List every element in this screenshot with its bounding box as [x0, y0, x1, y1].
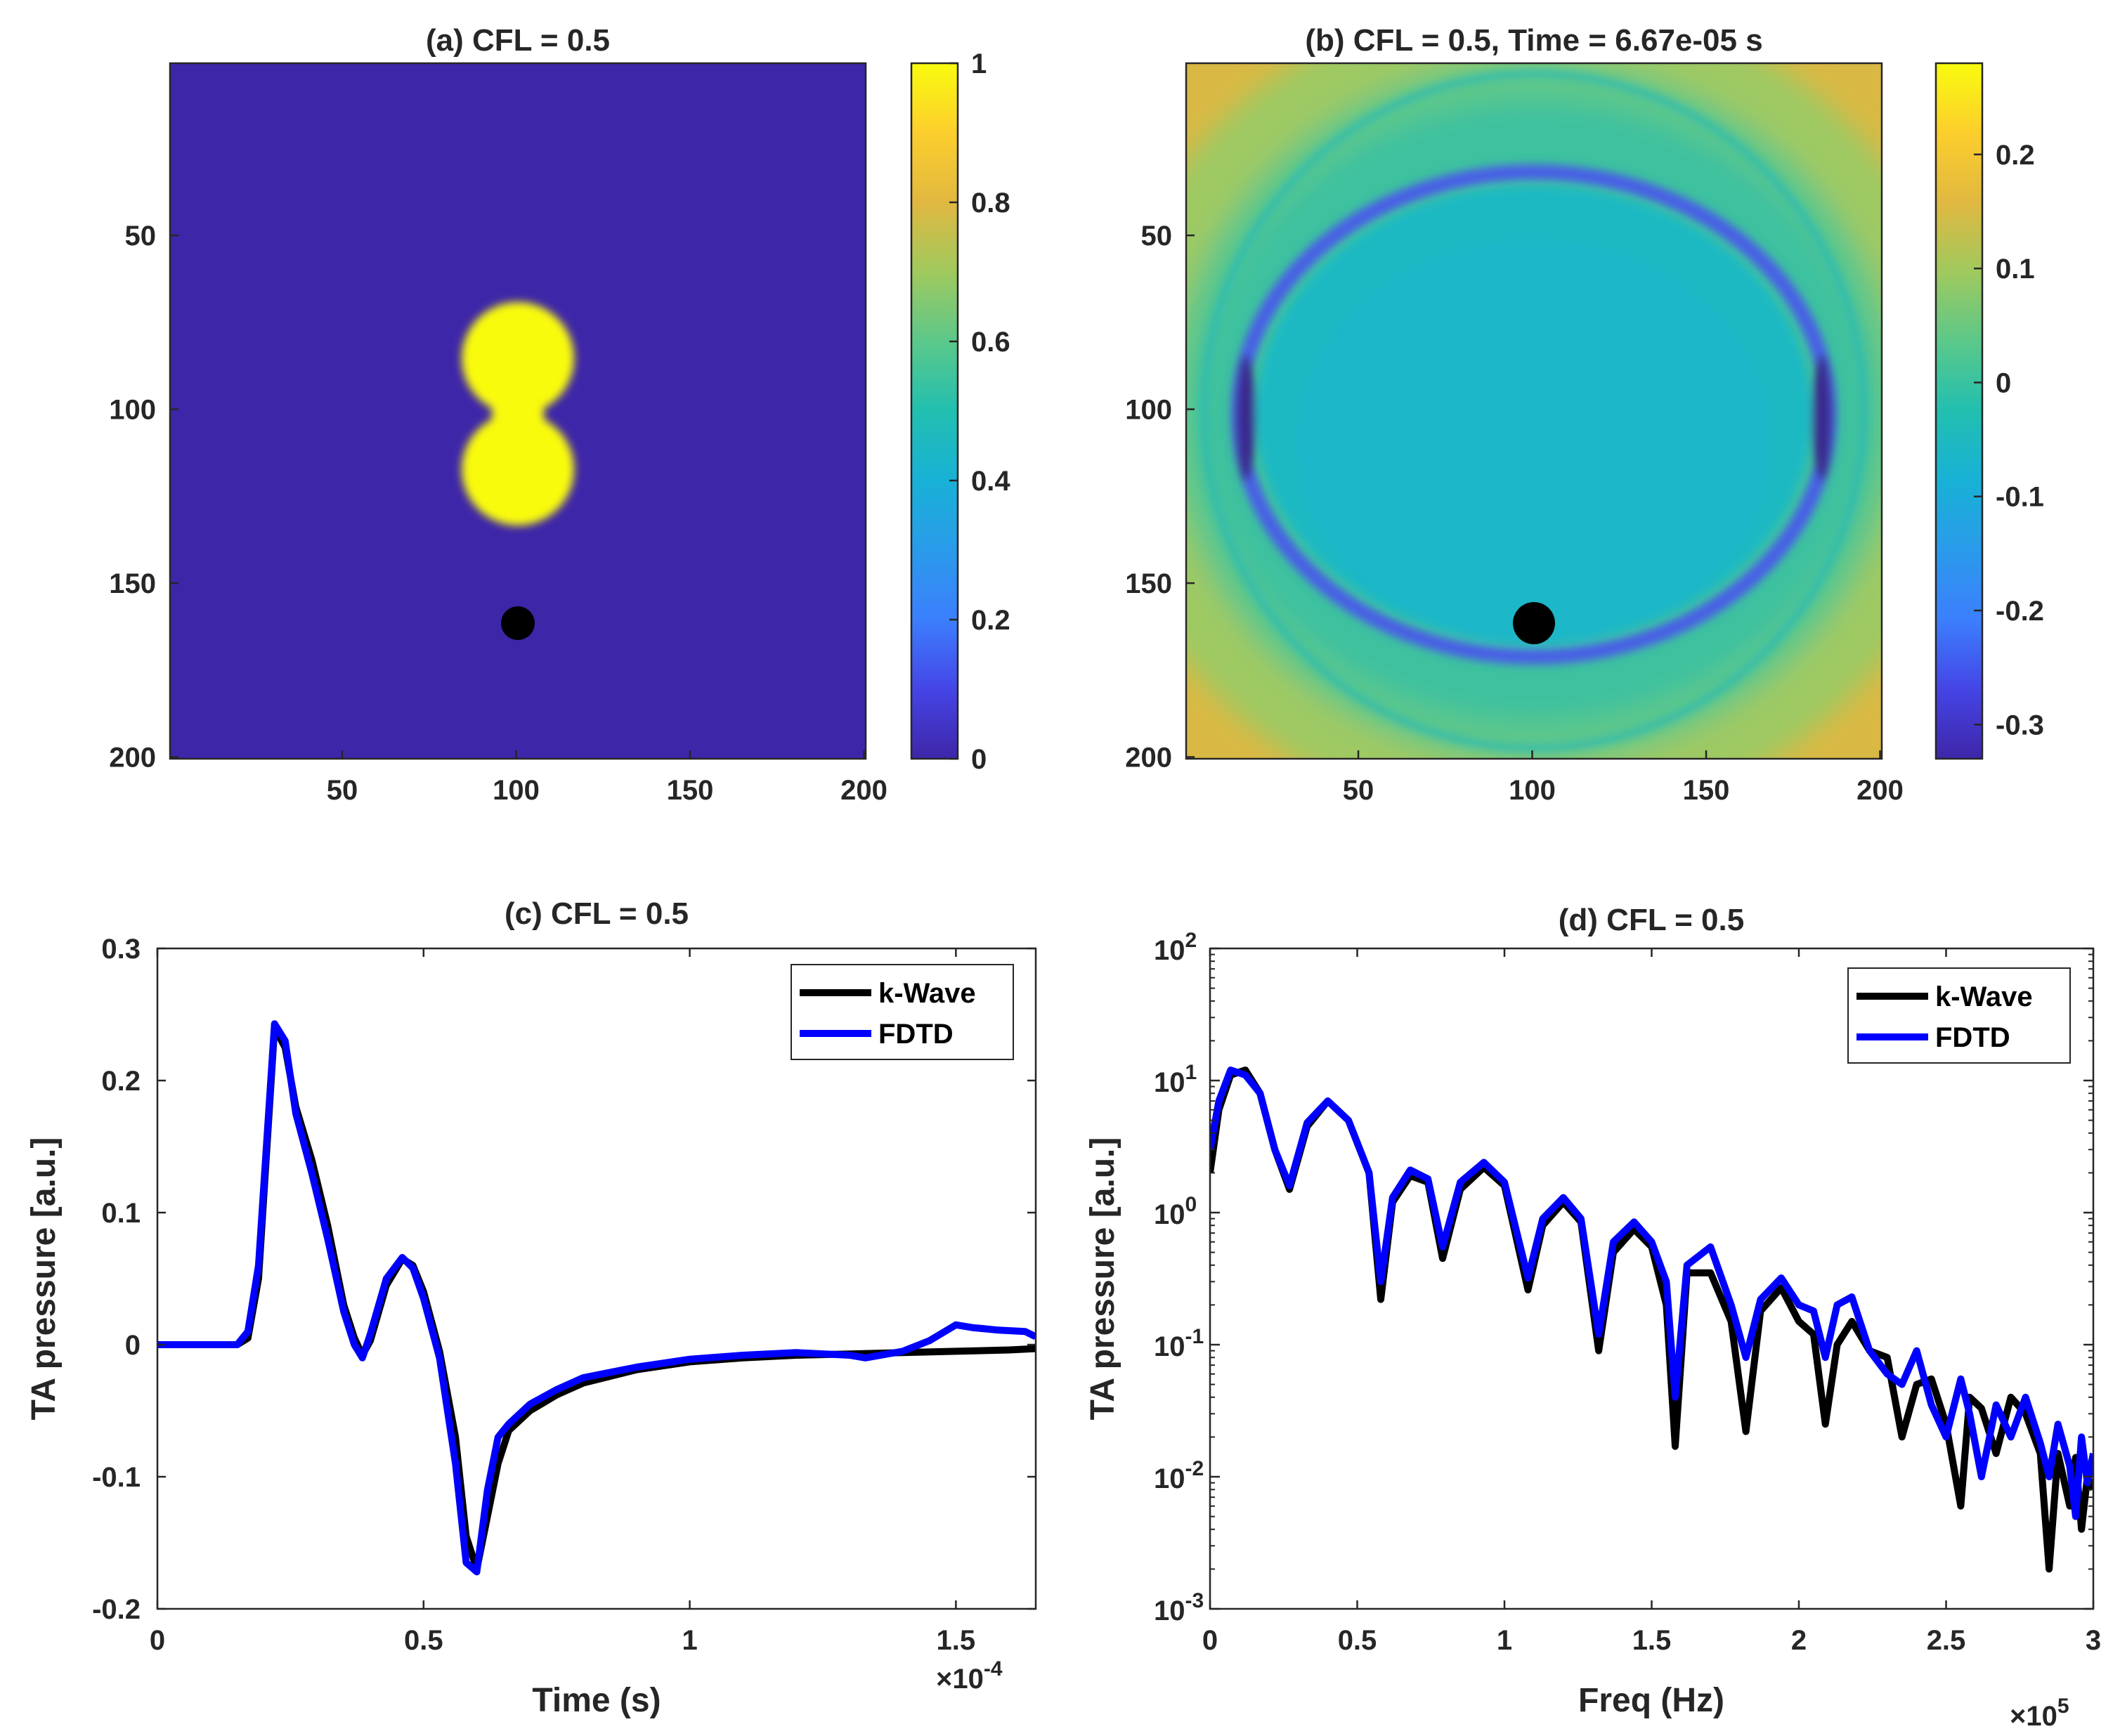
panel-b-ytick-label: 100 — [1125, 395, 1172, 426]
panel-d-ytick-label: 101 — [1154, 1061, 1197, 1098]
panel-d-xtick-label: 2.5 — [1927, 1625, 1966, 1656]
colorbar-a-tick-label: 0.8 — [971, 188, 1010, 218]
panel-b-ytick-label: 150 — [1125, 568, 1172, 599]
panel-d-ylabel: TA pressure [a.u.] — [1084, 1137, 1121, 1421]
panel-a-image — [170, 63, 866, 759]
colorbar-a-tick-label: 0.4 — [971, 466, 1010, 497]
panel-c-xlabel: Time (s) — [532, 1682, 661, 1719]
panel-d-legend: k-Wave FDTD — [1847, 967, 2071, 1064]
panel-a-ytick-label: 200 — [109, 743, 156, 774]
panel-d-xlabel: Freq (Hz) — [1578, 1682, 1724, 1719]
panel-d-ytick-label: 102 — [1154, 929, 1197, 966]
source-disc-upper — [462, 302, 574, 415]
panel-a-ytick-label: 100 — [109, 395, 156, 426]
panel-b: (b) CFL = 0.5, Time = 6.67e-05 s 50 100 15… — [1125, 23, 2044, 806]
colorbar-b-tick-label: 0.1 — [1996, 254, 2035, 285]
panel-c-xtick-label: 1.5 — [937, 1625, 976, 1656]
panel-a-axes — [169, 62, 867, 760]
detector-marker — [501, 606, 535, 640]
colorbar-a-tick-label: 0.6 — [971, 327, 1010, 358]
colorbar-b-tick-label: 0.2 — [1996, 140, 2035, 171]
panel-d-series-fdtd — [1210, 1066, 2093, 1520]
panel-c-ytick-label: 0.1 — [101, 1198, 141, 1229]
colorbar-b-tick-label: -0.1 — [1996, 482, 2044, 513]
source-disc-lower — [462, 413, 574, 526]
colorbar-a-tick-label: 0.2 — [971, 605, 1010, 636]
panel-b-axes — [1185, 62, 1883, 760]
panel-b-ytick-label: 200 — [1125, 743, 1172, 774]
panel-b-xtick-label: 100 — [1509, 775, 1556, 806]
panel-d-xtick-label: 2 — [1791, 1625, 1807, 1656]
colorbar-b-tick-label: 0 — [1996, 367, 2011, 398]
panel-b-xtick-label: 200 — [1856, 775, 1904, 806]
panel-d-xtick-label: 1.5 — [1632, 1625, 1672, 1656]
panel-d-ticks: 0 0.5 1 1.5 2 2.5 3 102 101 100 10-1 10-2 10-3 — [1154, 929, 2101, 1656]
panel-c-x-exponent: ×10-4 — [936, 1657, 1003, 1695]
panel-d-ytick-label: 10-1 — [1154, 1325, 1204, 1362]
panel-c-ytick-label: 0 — [125, 1330, 141, 1361]
panel-a-ticks: 50 100 150 200 50 100 150 200 — [109, 221, 887, 806]
panel-d-x-exponent: ×105 — [2010, 1695, 2069, 1732]
colorbar-a-ticks: 0 0.2 0.4 0.6 0.8 1 — [949, 48, 1010, 775]
panel-b-image — [1186, 63, 1882, 759]
panel-b-ytick-label: 50 — [1141, 221, 1173, 252]
colorbar-b — [1934, 62, 1984, 760]
panel-c-ytick-label: 0.2 — [101, 1066, 141, 1097]
panel-c-ticks: 0 0.5 1 1.5 0.3 0.2 0.1 0 -0.1 -0.2 — [92, 934, 1036, 1656]
colorbar-b-tick-label: -0.2 — [1996, 596, 2044, 627]
panel-c-ytick-label: -0.1 — [92, 1462, 141, 1493]
legend-c-fdtd: FDTD — [878, 1019, 954, 1050]
colorbar-b-ticks: 0.2 0.1 0 -0.1 -0.2 -0.3 — [1974, 140, 2044, 740]
panel-c-ylabel: TA pressure [a.u.] — [25, 1137, 63, 1421]
panel-b-ticks: 50 100 150 200 50 100 150 200 — [1125, 221, 1904, 806]
panel-a-xtick-label: 50 — [327, 775, 358, 806]
panel-b-title: (b) CFL = 0.5, Time = 6.67e-05 s — [1305, 23, 1762, 58]
panel-a-title: (a) CFL = 0.5 — [426, 23, 610, 58]
colorbar-a — [910, 62, 959, 760]
panel-c-ytick-label: 0.3 — [101, 934, 141, 965]
panel-d-ytick-label: 10-2 — [1154, 1457, 1204, 1494]
panel-a-xtick-label: 200 — [840, 775, 887, 806]
panel-a-ytick-label: 50 — [125, 221, 157, 252]
panel-c-xtick-label: 0.5 — [404, 1625, 443, 1656]
panel-c-axes — [156, 947, 1037, 1610]
panel-d: (d) CFL = 0.5 0 0.5 1 1.5 2 2.5 3 102 101 100 10-1… — [1084, 903, 2101, 1732]
panel-c-ytick-label: -0.2 — [92, 1594, 141, 1625]
panel-c-legend: k-Wave FDTD — [791, 964, 1014, 1060]
panel-c-title: (c) CFL = 0.5 — [505, 896, 689, 931]
panel-c-lines — [157, 1020, 1036, 1576]
detector-marker — [1513, 602, 1555, 644]
panel-d-lines — [1210, 1066, 2093, 1573]
colorbar-a-tick-label: 0 — [971, 744, 987, 775]
legend-c-kwave: k-Wave — [878, 978, 976, 1009]
panel-c-series-fdtd — [157, 1020, 1036, 1576]
panel-a-xtick-label: 150 — [667, 775, 714, 806]
colorbar-a-tick-label: 1 — [971, 48, 987, 79]
colorbar-b-tick-label: -0.3 — [1996, 710, 2044, 740]
panel-d-xtick-label: 3 — [2086, 1625, 2101, 1656]
panel-d-xtick-label: 1 — [1497, 1625, 1512, 1656]
panel-a-ytick-label: 150 — [109, 568, 156, 599]
panel-d-xtick-label: 0.5 — [1338, 1625, 1377, 1656]
legend-d-kwave: k-Wave — [1935, 981, 2033, 1012]
panel-d-ytick-label: 100 — [1154, 1193, 1197, 1230]
panel-d-xtick-label: 0 — [1202, 1625, 1218, 1656]
panel-c-xtick-label: 0 — [150, 1625, 165, 1656]
panel-c: (c) CFL = 0.5 0 0.5 1 1.5 0.3 0.2 0.1 0 -0.1 -0.2… — [25, 896, 1037, 1719]
panel-d-title: (d) CFL = 0.5 — [1559, 903, 1744, 937]
panel-a-xtick-label: 100 — [493, 775, 540, 806]
legend-d-fdtd: FDTD — [1935, 1022, 2010, 1053]
panel-b-xtick-label: 150 — [1683, 775, 1730, 806]
panel-c-xtick-label: 1 — [682, 1625, 697, 1656]
panel-d-ytick-label: 10-3 — [1154, 1589, 1204, 1626]
panel-b-xtick-label: 50 — [1343, 775, 1374, 806]
panel-a: (a) CFL = 0.5 50 100 150 200 50 100 150 200 0 0.… — [109, 23, 1010, 806]
